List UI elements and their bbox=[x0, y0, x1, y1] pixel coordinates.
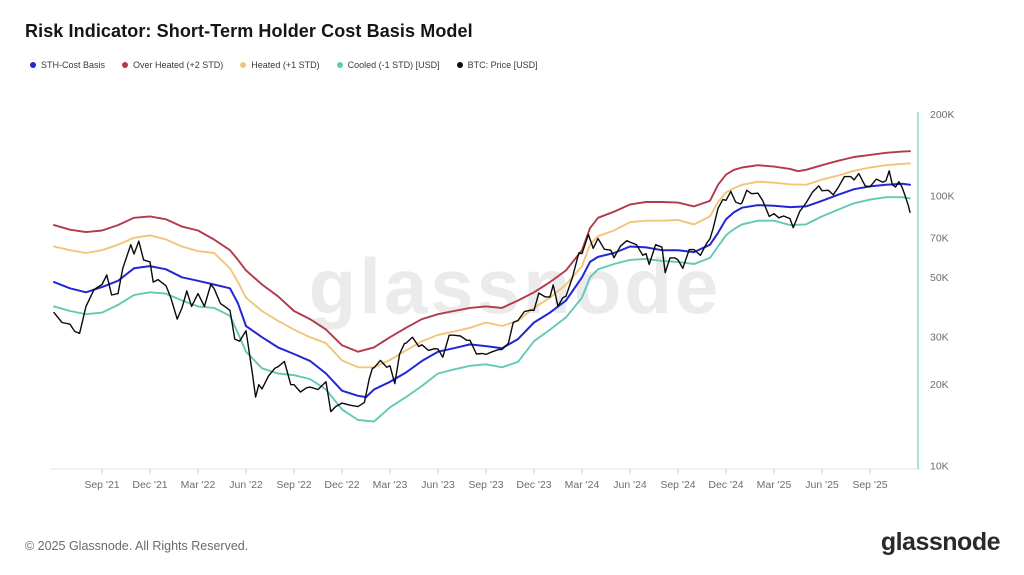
series-line-heated-1-std bbox=[53, 162, 911, 369]
legend-label: Cooled (-1 STD) [USD] bbox=[347, 60, 440, 70]
y-axis-label: 100K bbox=[930, 191, 955, 203]
x-axis-label: Dec '23 bbox=[516, 479, 551, 491]
legend-dot-icon bbox=[336, 62, 343, 68]
x-axis-label: Mar '24 bbox=[565, 479, 600, 491]
series-line-sth-cost-basis bbox=[53, 182, 911, 399]
series-line-over-heated-2-std bbox=[53, 150, 911, 353]
x-axis-label: Sep '23 bbox=[468, 479, 503, 491]
x-axis-label: Dec '24 bbox=[708, 479, 743, 491]
legend-label: Over Heated (+2 STD) bbox=[133, 60, 224, 70]
legend-item-heated[interactable]: Heated (+1 STD) bbox=[240, 60, 320, 70]
x-axis-label: Sep '22 bbox=[276, 479, 311, 491]
x-axis-label: Jun '23 bbox=[421, 479, 455, 491]
x-axis-label: Sep '25 bbox=[852, 479, 887, 491]
y-axis-label: 70K bbox=[930, 232, 949, 244]
y-axis-label: 200K bbox=[930, 109, 955, 121]
legend-item-over-heated[interactable]: Over Heated (+2 STD) bbox=[122, 60, 223, 70]
x-axis-label: Sep '24 bbox=[660, 479, 695, 491]
x-axis-label: Mar '22 bbox=[181, 479, 216, 491]
x-axis-label: Mar '25 bbox=[757, 479, 792, 491]
page-title: Risk Indicator: Short-Term Holder Cost B… bbox=[25, 21, 473, 41]
legend-dot-icon bbox=[456, 62, 463, 68]
legend-item-btc-price[interactable]: BTC: Price [USD] bbox=[456, 60, 538, 70]
x-axis-label: Dec '21 bbox=[132, 479, 167, 491]
y-axis-label: 50K bbox=[930, 272, 949, 284]
x-axis-label: Dec '22 bbox=[324, 479, 359, 491]
legend-dot-icon bbox=[240, 62, 247, 68]
copyright-text: © 2025 Glassnode. All Rights Reserved. bbox=[25, 539, 249, 553]
x-axis-label: Sep '21 bbox=[84, 479, 119, 491]
series-line-btc-price-usd bbox=[53, 170, 911, 413]
watermark-text: glassnode bbox=[309, 242, 722, 330]
y-axis-label: 10K bbox=[930, 461, 949, 473]
legend-label: BTC: Price [USD] bbox=[467, 60, 538, 70]
x-axis-label: Jun '22 bbox=[229, 479, 263, 491]
legend-label: Heated (+1 STD) bbox=[251, 60, 320, 70]
legend-item-cooled[interactable]: Cooled (-1 STD) [USD] bbox=[336, 60, 440, 70]
y-axis-label: 30K bbox=[930, 332, 949, 344]
legend-dot-icon bbox=[122, 62, 129, 68]
legend: STH-Cost Basis Over Heated (+2 STD) Heat… bbox=[30, 60, 538, 70]
x-axis-label: Jun '24 bbox=[613, 479, 647, 491]
y-axis-label: 20K bbox=[930, 379, 949, 391]
legend-label: STH-Cost Basis bbox=[41, 60, 106, 70]
x-axis-label: Mar '23 bbox=[373, 479, 408, 491]
series-line-cooled-1-std-usd bbox=[53, 196, 911, 423]
x-axis-label: Jun '25 bbox=[805, 479, 839, 491]
glassnode-logo: glassnode bbox=[880, 528, 1001, 556]
legend-item-sth-cost-basis[interactable]: STH-Cost Basis bbox=[30, 60, 105, 70]
legend-dot-icon bbox=[30, 62, 36, 68]
